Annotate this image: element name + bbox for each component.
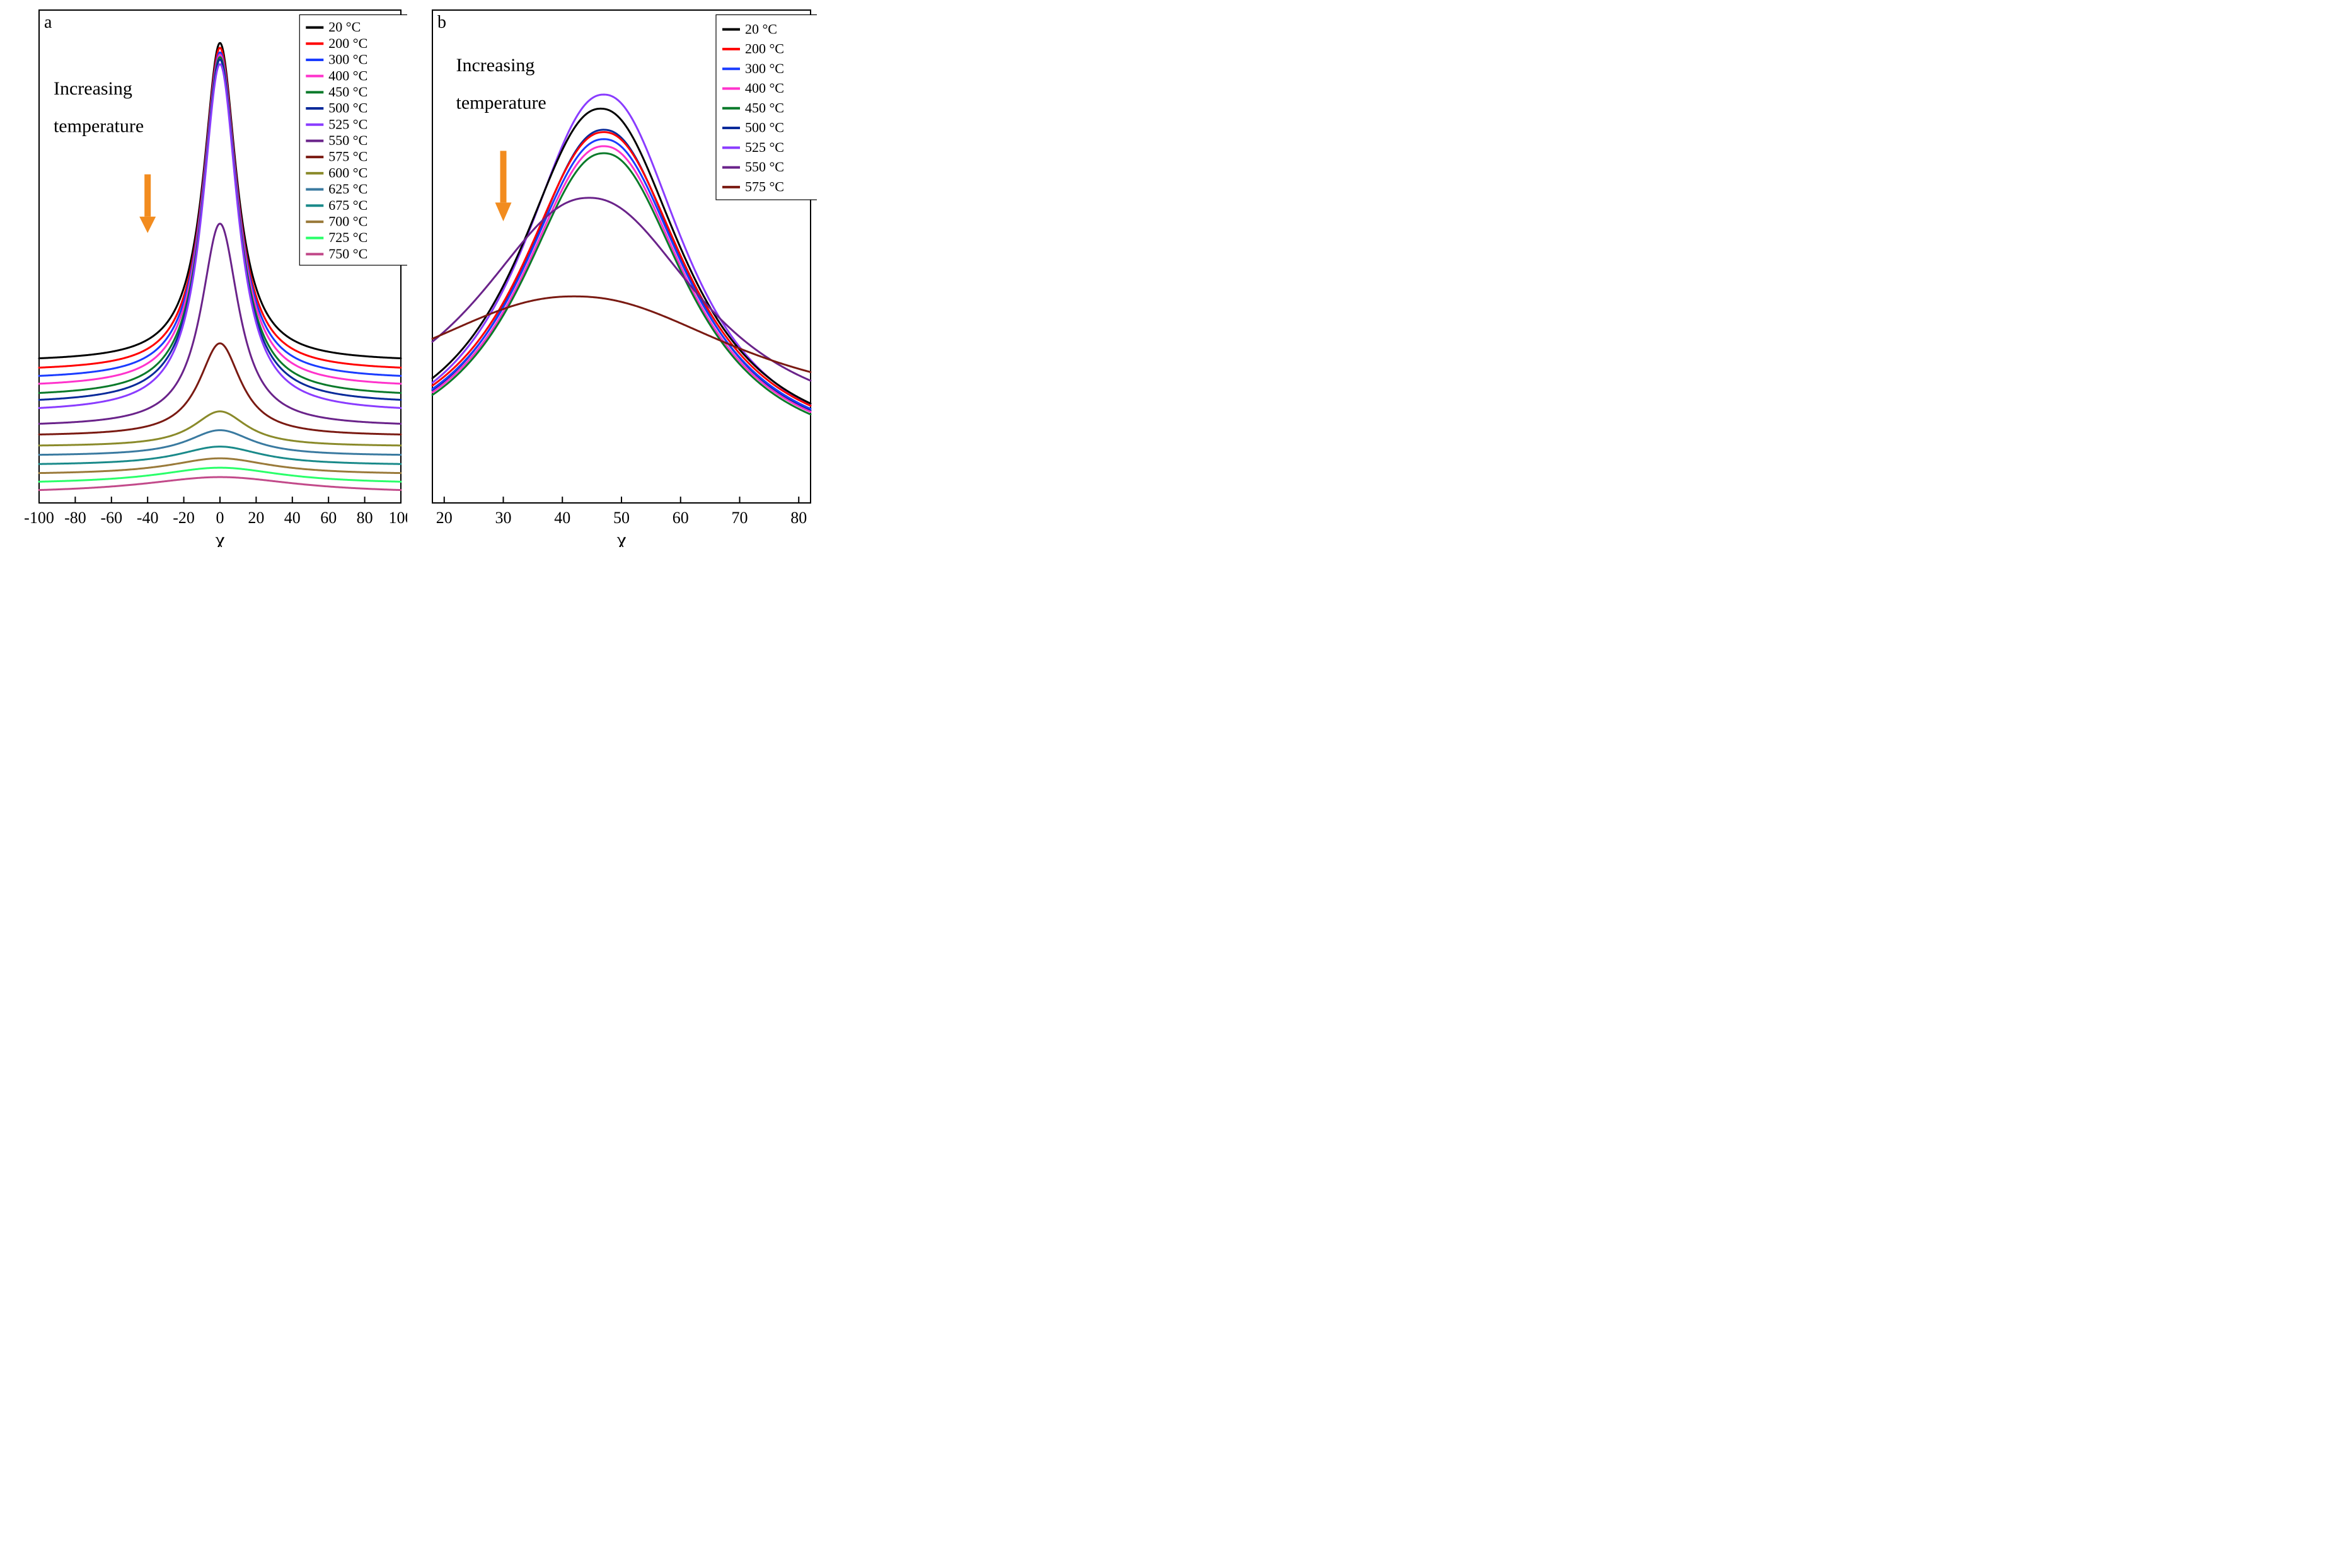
xtick-label: -80	[64, 509, 86, 527]
legend-item-label: 550 °C	[745, 159, 784, 175]
panel-b: 20 30 40 50 60 70 80 χ Increasing temperature b 20 …	[413, 6, 817, 547]
xtick-label: 60	[320, 509, 337, 527]
legend-item-label: 600 °C	[328, 164, 367, 180]
legend-item-label: 200 °C	[745, 41, 784, 57]
legend-item-label: 500 °C	[328, 100, 367, 116]
xtick-label: 50	[613, 509, 630, 527]
xtick-label: 70	[732, 509, 748, 527]
panel-label: a	[44, 13, 52, 32]
legend-item-label: 675 °C	[328, 197, 367, 213]
legend: 20 °C200 °C300 °C400 °C450 °C500 °C525 °…	[299, 14, 407, 265]
annotation-text: temperature	[456, 92, 546, 113]
xtick-label: -40	[137, 509, 159, 527]
legend-item-label: 575 °C	[745, 178, 784, 194]
legend-item-label: 550 °C	[328, 132, 367, 148]
xtick-label: 30	[495, 509, 512, 527]
legend-item-label: 625 °C	[328, 181, 367, 197]
panel-label: b	[437, 13, 446, 32]
legend-item-label: 700 °C	[328, 214, 367, 229]
legend-item-label: 500 °C	[745, 120, 784, 135]
xtick-label: -20	[173, 509, 195, 527]
legend-item-label: 725 °C	[328, 229, 367, 245]
arrow-down-icon	[139, 217, 156, 233]
x-axis-label: χ	[214, 529, 224, 547]
panel-a: -100 -80 -60 -40 -20 0 20 40 60 80 100 χ Increasing t…	[6, 6, 407, 547]
legend-item-label: 450 °C	[328, 84, 367, 100]
xtick-label: 20	[248, 509, 264, 527]
arrow-down-icon	[495, 202, 512, 221]
legend-item-label: 300 °C	[328, 52, 367, 67]
series-line	[39, 430, 401, 455]
legend-item-label: 525 °C	[328, 116, 367, 132]
legend-item-label: 20 °C	[745, 21, 777, 37]
annotation-text: Increasing	[54, 78, 132, 99]
annotation-text: temperature	[54, 116, 144, 137]
xtick-label: 0	[216, 509, 224, 527]
xtick-label: 40	[284, 509, 301, 527]
legend-item-label: 525 °C	[745, 139, 784, 155]
series-line	[39, 412, 401, 446]
xtick-label: 80	[357, 509, 373, 527]
annotation-text: Increasing	[456, 55, 535, 76]
legend-item-label: 200 °C	[328, 35, 367, 51]
legend-item-label: 575 °C	[328, 149, 367, 164]
xtick-label: -60	[100, 509, 122, 527]
series-line	[39, 468, 401, 481]
xtick-label: 60	[673, 509, 689, 527]
xtick-label: 40	[554, 509, 570, 527]
xtick-label: -100	[24, 509, 54, 527]
legend-item-label: 400 °C	[745, 80, 784, 96]
legend-item-label: 450 °C	[745, 100, 784, 115]
figure-root: -100 -80 -60 -40 -20 0 20 40 60 80 100 χ Increasing t…	[0, 0, 823, 553]
legend-item-label: 750 °C	[328, 246, 367, 262]
series-line	[39, 458, 401, 473]
xtick-label: 20	[436, 509, 453, 527]
x-axis-label: χ	[616, 529, 626, 547]
legend-item-label: 300 °C	[745, 61, 784, 76]
series-line	[39, 447, 401, 464]
legend: 20 °C 200 °C 300 °C 400 °C 450 °C 500 °C 525 °…	[716, 14, 817, 200]
legend-item-label: 20 °C	[328, 19, 361, 35]
legend-item-label: 400 °C	[328, 67, 367, 83]
xtick-label: 100	[389, 509, 408, 527]
xtick-label: 80	[790, 509, 807, 527]
